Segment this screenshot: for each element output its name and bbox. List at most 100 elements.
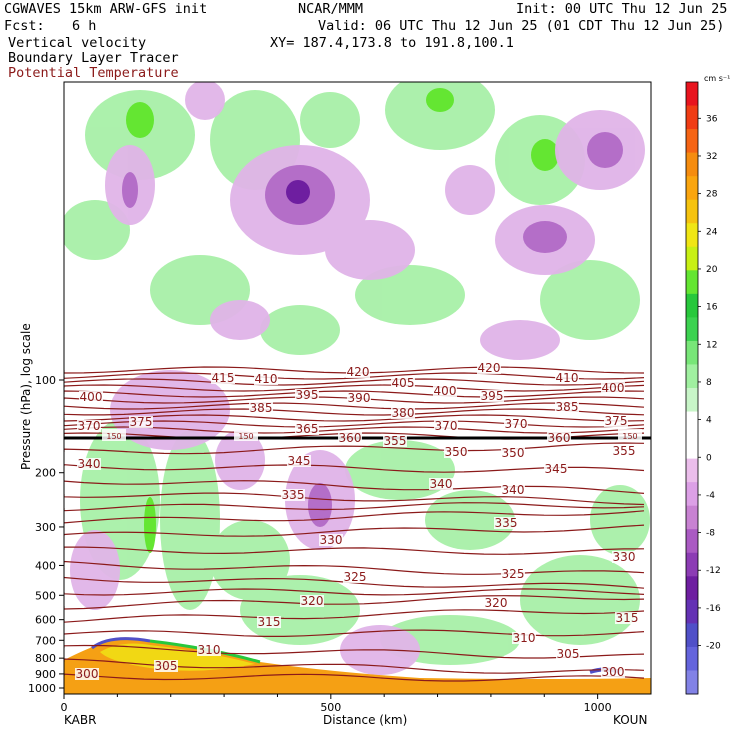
colorbar-label: -16 [706, 604, 721, 614]
theta-label: 420 [346, 365, 370, 379]
theta-contour [64, 366, 645, 374]
theta-label: 310 [197, 643, 221, 657]
svg-text:355: 355 [613, 444, 636, 458]
svg-text:410: 410 [255, 372, 278, 386]
svg-text:390: 390 [348, 391, 371, 405]
y-tick-label: 800 [35, 652, 56, 665]
colorbar-swatch [686, 576, 698, 601]
svg-text:355: 355 [384, 434, 407, 448]
svg-text:335: 335 [282, 488, 305, 502]
theta-label: 310 [512, 631, 536, 645]
colorbar-swatch [686, 364, 698, 389]
x-tick-label: 0 [61, 701, 68, 714]
colorbar-label: 4 [706, 416, 712, 426]
theta-label: 305 [154, 659, 178, 673]
colorbar-swatch [686, 670, 698, 695]
x-axis-label: Distance (km) [323, 713, 407, 727]
y-tick-label: 600 [35, 614, 56, 627]
svg-text:330: 330 [320, 533, 343, 547]
colorbar-swatch [686, 529, 698, 554]
theta-label: 355 [612, 444, 636, 458]
colorbar-swatch [686, 129, 698, 154]
colorbar-swatch [686, 246, 698, 271]
theta-contour [64, 609, 645, 623]
colorbar-label: -12 [706, 566, 721, 576]
svg-text:400: 400 [602, 381, 625, 395]
theta-label: 385 [555, 400, 579, 414]
theta-label: 150 [618, 429, 642, 441]
theta-contour [64, 396, 645, 404]
theta-label: 395 [480, 389, 504, 403]
colorbar-label: 36 [706, 114, 718, 124]
theta-label: 365 [295, 422, 319, 436]
theta-label: 400 [79, 390, 103, 404]
svg-text:375: 375 [605, 414, 628, 428]
theta-label: 335 [494, 516, 518, 530]
svg-text:150: 150 [238, 432, 253, 441]
svg-text:360: 360 [548, 431, 571, 445]
y-tick-label: 100 [35, 374, 56, 387]
svg-text:420: 420 [478, 361, 501, 375]
theta-label: 150 [102, 429, 126, 441]
theta-contour [64, 492, 645, 506]
colorbar-units: cm s⁻¹ [704, 74, 730, 83]
svg-text:300: 300 [602, 665, 625, 679]
theta-label: 325 [501, 567, 525, 581]
colorbar-swatch [686, 411, 698, 436]
svg-text:370: 370 [78, 419, 101, 433]
colorbar-label: 20 [706, 265, 718, 275]
model-title: CGWAVES 15km ARW-GFS init [4, 1, 208, 17]
colorbar-swatch [686, 505, 698, 530]
svg-text:370: 370 [505, 417, 528, 431]
theta-label: 405 [391, 376, 415, 390]
svg-text:345: 345 [288, 454, 311, 468]
svg-text:395: 395 [296, 388, 319, 402]
theta-label: 345 [544, 462, 568, 476]
theta-label: 390 [347, 391, 371, 405]
theta-contour [64, 560, 645, 575]
theta-label: 335 [281, 488, 305, 502]
svg-text:345: 345 [545, 462, 568, 476]
theta-label: 350 [444, 445, 468, 459]
theta-label: 305 [556, 647, 580, 661]
theta-label: 395 [295, 388, 319, 402]
svg-text:415: 415 [212, 371, 235, 385]
svg-text:305: 305 [557, 647, 580, 661]
theta-label: 355 [383, 434, 407, 448]
svg-text:310: 310 [198, 643, 221, 657]
colorbar-swatch [686, 623, 698, 648]
svg-text:385: 385 [250, 401, 273, 415]
colorbar-swatch [686, 482, 698, 507]
colorbar-label: 0 [706, 453, 712, 463]
y-tick-label: 300 [35, 521, 56, 534]
theta-label: 325 [343, 570, 367, 584]
theta-label: 300 [601, 665, 625, 679]
svg-text:350: 350 [502, 446, 525, 460]
svg-text:370: 370 [435, 419, 458, 433]
colorbar-swatch [686, 293, 698, 318]
colorbar-label: 8 [706, 378, 712, 388]
svg-text:380: 380 [392, 406, 415, 420]
svg-text:365: 365 [296, 422, 319, 436]
svg-text:150: 150 [622, 432, 637, 441]
theta-label: 320 [300, 594, 324, 608]
x-axis: 0 500 1000 [61, 694, 612, 714]
colorbar-swatch [686, 317, 698, 342]
x-end-station: KOUN [613, 713, 647, 727]
theta-label: 315 [615, 611, 639, 625]
y-tick-label: 200 [35, 467, 56, 480]
theta-label: 300 [75, 667, 99, 681]
forecast-hour: 6 h [72, 18, 97, 34]
colorbar-swatch [686, 458, 698, 483]
svg-text:385: 385 [556, 400, 579, 414]
colorbar-label: 28 [706, 190, 718, 200]
svg-text:310: 310 [513, 631, 536, 645]
x-tick-label: 1000 [584, 701, 612, 714]
field-boundary-layer: Boundary Layer Tracer [8, 50, 179, 66]
y-tick-label: 400 [35, 559, 56, 572]
theta-label: 400 [433, 384, 457, 398]
svg-text:410: 410 [556, 371, 579, 385]
theta-label: 340 [501, 483, 525, 497]
init-time: Init: 00 UTC Thu 12 Jun 25 [516, 1, 728, 17]
theta-contour [64, 390, 645, 398]
